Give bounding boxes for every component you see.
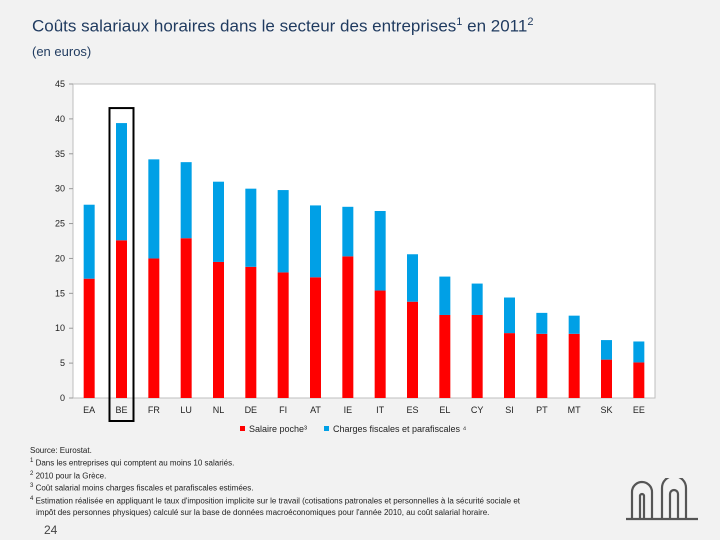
bar-ea-charges [83,204,95,279]
bar-chart: 0 5 10 15 20 25 30 35 40 45 EA BE FR LU NL DE FI AT IE IT ES… [55,79,656,434]
bar-fi-charges [277,190,289,273]
y-tick-label: 45 [55,79,65,89]
bar-es-salaire [407,301,418,398]
bar-sk-charges [601,340,612,360]
footnote-4: 4 Estimation réalisée en appliquant le t… [30,495,521,506]
bar-el-salaire [439,314,451,398]
bar-sk-salaire [601,359,612,398]
bar-pt-charges [536,312,548,334]
x-tick-label-el: EL [439,405,450,415]
bar-mt-salaire [568,333,580,398]
highlight-box [108,107,135,422]
legend-label-0: Salaire poche³ [249,424,307,434]
footnote-3: 3 Coût salarial moins charges fiscales e… [30,483,254,493]
y-tick-label: 40 [55,114,65,124]
y-tick-label: 20 [55,253,65,263]
x-tick-label-de: DE [245,405,258,415]
x-tick-label-mt: MT [568,405,581,415]
bar-lu-salaire [180,238,192,398]
bar-de-charges [245,188,257,267]
page-number: 24 [44,523,58,537]
bar-mt-charges [568,315,580,334]
bar-ee-salaire [633,362,645,398]
legend-label-1: Charges fiscales et parafiscales ⁴ [333,424,467,434]
y-tick-label: 15 [55,288,65,298]
x-tick-label-cy: CY [471,405,484,415]
x-tick-label-fi: FI [279,405,287,415]
legend-swatch-1 [324,426,329,431]
x-tick-label-lu: LU [180,405,192,415]
x-tick-label-ie: IE [344,405,353,415]
x-tick-label-pt: PT [536,405,548,415]
x-tick-label-sk: SK [600,405,612,415]
bar-nl-charges [213,181,224,262]
page-subtitle: (en euros) [32,44,92,59]
bar-ee-charges [633,341,645,363]
y-tick-label: 25 [55,219,65,229]
plot-area [72,83,656,399]
x-tick-label-ea: EA [83,405,95,415]
x-tick-label-fr: FR [148,405,160,415]
x-tick-label-it: IT [376,405,385,415]
bar-de-salaire [245,266,257,398]
bar-lu-charges [180,162,192,239]
bar-ea-salaire [83,278,95,398]
y-tick-label: 35 [55,149,65,159]
legend-swatch-0 [240,426,245,431]
footnote-1: 1 Dans les entreprises qui comptent au m… [30,458,235,468]
y-tick-label: 0 [60,393,65,403]
footnote-2: 2 2010 pour la Grèce. [30,470,107,481]
bar-fr-salaire [148,258,160,398]
bar-pt-salaire [536,333,548,398]
bar-nl-salaire [213,261,224,398]
page-title: Coûts salariaux horaires dans le secteur… [32,16,534,36]
footnote-source: Source: Eurostat. [30,446,92,455]
x-tick-label-at: AT [310,405,321,415]
bar-at-salaire [310,277,321,398]
bar-cy-salaire [471,314,483,398]
bar-cy-charges [471,283,483,315]
y-tick-label: 10 [55,323,65,333]
y-tick-label: 30 [55,184,65,194]
bar-it-salaire [374,290,386,398]
x-tick-label-si: SI [505,405,514,415]
x-tick-label-be: BE [115,405,127,415]
footnotes: Source: Eurostat. 1 Dans les entreprises… [30,445,590,518]
x-tick-label-es: ES [406,405,418,415]
x-tick-label-ee: EE [633,405,645,415]
bar-it-charges [374,210,386,291]
bar-si-charges [504,297,515,334]
bar-at-charges [310,205,321,278]
y-tick-label: 5 [60,358,65,368]
bar-el-charges [439,276,451,315]
bar-be-salaire [116,240,127,398]
bar-be-charges [116,123,127,241]
bar-es-charges [407,254,418,302]
bar-fr-charges [148,159,160,259]
bar-ie-charges [342,206,354,257]
bar-si-salaire [504,333,515,398]
footnote-4-continued: impôt des personnes physiques) calculé s… [36,507,490,517]
x-tick-label-nl: NL [213,405,225,415]
bank-logo-icon [626,478,698,521]
bar-fi-salaire [277,272,289,398]
bar-ie-salaire [342,256,354,398]
